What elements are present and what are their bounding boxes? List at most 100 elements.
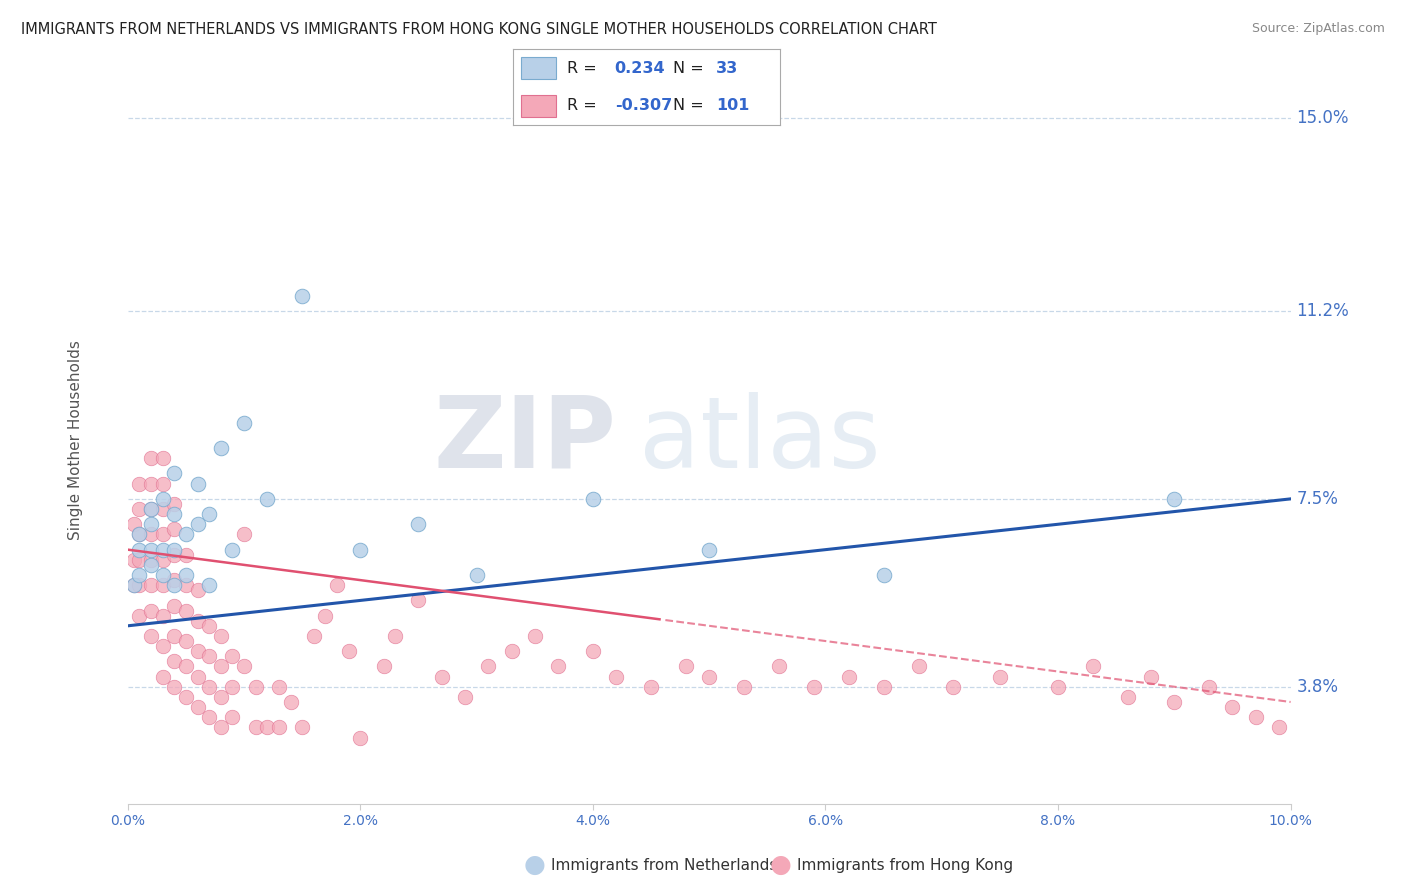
Point xyxy=(163,548,186,562)
Point xyxy=(152,476,174,491)
Point xyxy=(152,491,174,506)
Point xyxy=(128,568,150,582)
Point xyxy=(733,680,755,694)
Point xyxy=(139,517,162,532)
Point xyxy=(267,680,290,694)
Point xyxy=(640,680,662,694)
Point xyxy=(152,578,174,592)
Text: -0.307: -0.307 xyxy=(614,98,672,113)
Point xyxy=(1047,680,1070,694)
Point xyxy=(128,553,150,567)
Point xyxy=(465,568,488,582)
Point xyxy=(408,593,430,607)
Text: ZIP: ZIP xyxy=(433,392,616,489)
Point xyxy=(326,578,349,592)
Text: Immigrants from Hong Kong: Immigrants from Hong Kong xyxy=(797,858,1014,872)
Point xyxy=(675,659,697,673)
Point xyxy=(256,720,278,734)
Point xyxy=(122,578,145,592)
Point xyxy=(349,731,371,745)
Point xyxy=(291,289,314,303)
Text: R =: R = xyxy=(567,61,602,76)
Point xyxy=(152,542,174,557)
Text: 11.2%: 11.2% xyxy=(1296,302,1350,320)
Point xyxy=(174,690,197,704)
Point xyxy=(163,467,186,481)
Point xyxy=(139,502,162,516)
Point xyxy=(267,720,290,734)
Text: 101: 101 xyxy=(716,98,749,113)
Point xyxy=(256,491,278,506)
Point xyxy=(988,670,1011,684)
Point xyxy=(128,527,150,541)
Point xyxy=(163,542,186,557)
Text: 15.0%: 15.0% xyxy=(1296,109,1348,127)
Point xyxy=(245,720,267,734)
Point xyxy=(233,527,256,541)
Point xyxy=(163,599,186,613)
Text: ●: ● xyxy=(523,854,546,877)
Point xyxy=(198,680,221,694)
Point xyxy=(139,527,162,541)
Point xyxy=(697,542,720,557)
Point xyxy=(128,578,150,592)
Point xyxy=(139,451,162,466)
Text: N =: N = xyxy=(673,98,710,113)
Point xyxy=(163,629,186,643)
Point xyxy=(233,416,256,430)
Text: N =: N = xyxy=(673,61,710,76)
Point xyxy=(1222,700,1244,714)
Point xyxy=(128,542,150,557)
Point xyxy=(349,542,371,557)
Point xyxy=(152,527,174,541)
Point xyxy=(198,649,221,664)
Point xyxy=(582,644,605,658)
Point xyxy=(187,670,209,684)
Text: IMMIGRANTS FROM NETHERLANDS VS IMMIGRANTS FROM HONG KONG SINGLE MOTHER HOUSEHOLD: IMMIGRANTS FROM NETHERLANDS VS IMMIGRANT… xyxy=(21,22,936,37)
Point xyxy=(1116,690,1139,704)
Point xyxy=(523,629,546,643)
Point xyxy=(152,553,174,567)
Point xyxy=(139,476,162,491)
Point xyxy=(209,720,232,734)
Point xyxy=(152,568,174,582)
Point xyxy=(163,522,186,536)
Point xyxy=(221,710,243,724)
Point xyxy=(872,680,894,694)
Point xyxy=(122,517,145,532)
Point xyxy=(128,476,150,491)
Point xyxy=(245,680,267,694)
Point xyxy=(174,659,197,673)
Point xyxy=(139,629,162,643)
Point xyxy=(872,568,894,582)
Text: Immigrants from Netherlands: Immigrants from Netherlands xyxy=(551,858,778,872)
Point xyxy=(221,680,243,694)
Point xyxy=(163,654,186,668)
Point xyxy=(198,710,221,724)
FancyBboxPatch shape xyxy=(522,95,555,117)
Text: 7.5%: 7.5% xyxy=(1296,490,1339,508)
Point xyxy=(1244,710,1267,724)
Point xyxy=(233,659,256,673)
Point xyxy=(163,507,186,521)
Point xyxy=(209,441,232,455)
Point xyxy=(768,659,790,673)
Point xyxy=(139,558,162,572)
Point xyxy=(163,497,186,511)
Point xyxy=(198,619,221,633)
Text: ●: ● xyxy=(769,854,792,877)
Point xyxy=(501,644,523,658)
Point xyxy=(1198,680,1220,694)
Point xyxy=(139,604,162,618)
Text: 0.234: 0.234 xyxy=(614,61,665,76)
Point xyxy=(174,548,197,562)
Point xyxy=(302,629,325,643)
Point xyxy=(337,644,360,658)
Point xyxy=(942,680,965,694)
Point xyxy=(291,720,314,734)
Point xyxy=(174,634,197,648)
Point xyxy=(314,608,336,623)
Point xyxy=(1163,491,1185,506)
Point xyxy=(430,670,453,684)
Text: Single Mother Households: Single Mother Households xyxy=(67,341,83,541)
